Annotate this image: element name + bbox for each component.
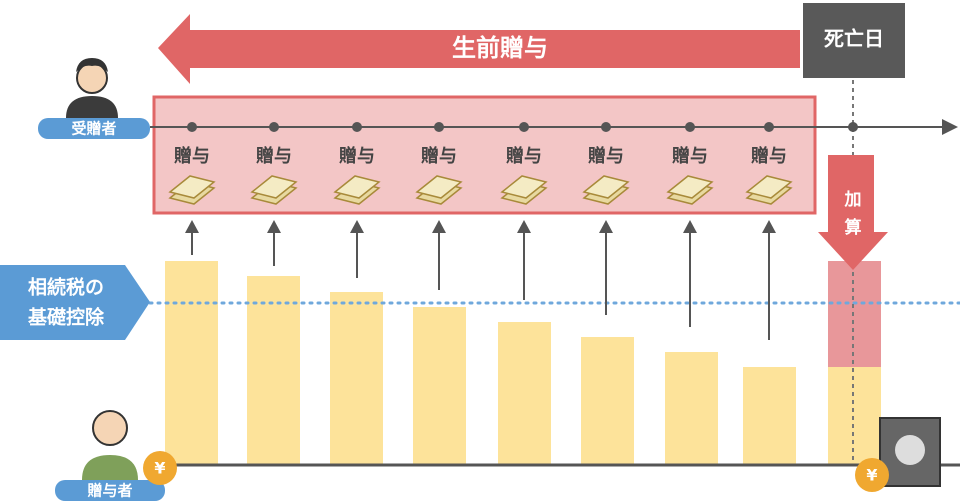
money-stack [582, 175, 630, 199]
gift-label: 贈与 [421, 145, 457, 167]
gift-dot [519, 122, 529, 132]
addition-arrow [818, 155, 888, 270]
gift-box [152, 95, 817, 215]
gift-dot [685, 122, 695, 132]
deduction-label: 相続税の [28, 276, 104, 299]
gift-dot [352, 122, 362, 132]
donor-label: 贈与者 [87, 482, 132, 500]
gift-label: 贈与 [256, 145, 292, 167]
gift-dot [187, 122, 197, 132]
gift-label: 贈与 [588, 145, 624, 167]
deduction-label: 基礎控除 [27, 306, 105, 329]
banner-arrow [158, 14, 800, 84]
deduction-badge [0, 265, 150, 340]
gift-arrow-head [599, 220, 613, 233]
portrait-face [895, 435, 925, 465]
gift-arrow-head [185, 220, 199, 233]
money-stack [415, 175, 463, 199]
gift-dot [269, 122, 279, 132]
gift-label: 贈与 [174, 145, 210, 167]
addition-label: 算 [844, 217, 862, 238]
gift-arrow-head [267, 220, 281, 233]
currency-symbol: ¥ [866, 466, 877, 485]
gift-label: 贈与 [339, 145, 375, 167]
death-day-box [803, 3, 905, 78]
money-stack [500, 175, 548, 199]
recipient-icon [66, 58, 118, 118]
bars [165, 261, 881, 465]
money-stack [333, 175, 381, 199]
gift-label: 贈与 [751, 145, 787, 167]
money-stack [168, 175, 216, 199]
gift-dot [764, 122, 774, 132]
death-day-label: 死亡日 [824, 27, 884, 51]
gift-arrow-head [432, 220, 446, 233]
gift-label: 贈与 [672, 145, 708, 167]
banner-label: 生前贈与 [452, 34, 548, 62]
money-stack [745, 175, 793, 199]
gift-label: 贈与 [506, 145, 542, 167]
timeline-head [942, 119, 958, 135]
donor-icon [82, 410, 138, 480]
money-stack [250, 175, 298, 199]
recipient-pill [38, 118, 150, 139]
addition-label: 加 [844, 190, 862, 210]
currency-symbol: ¥ [154, 459, 165, 478]
gift-arrow-head [517, 220, 531, 233]
gift-dot [601, 122, 611, 132]
gift-arrow-head [762, 220, 776, 233]
gift-dot [434, 122, 444, 132]
money-bag [855, 458, 889, 492]
gift-arrow-head [683, 220, 697, 233]
death-dot [848, 122, 858, 132]
recipient-label: 受贈者 [71, 120, 116, 138]
money-stack [666, 175, 714, 199]
donor-pill [55, 480, 165, 501]
money-bag [143, 451, 177, 485]
gift-arrow-head [350, 220, 364, 233]
